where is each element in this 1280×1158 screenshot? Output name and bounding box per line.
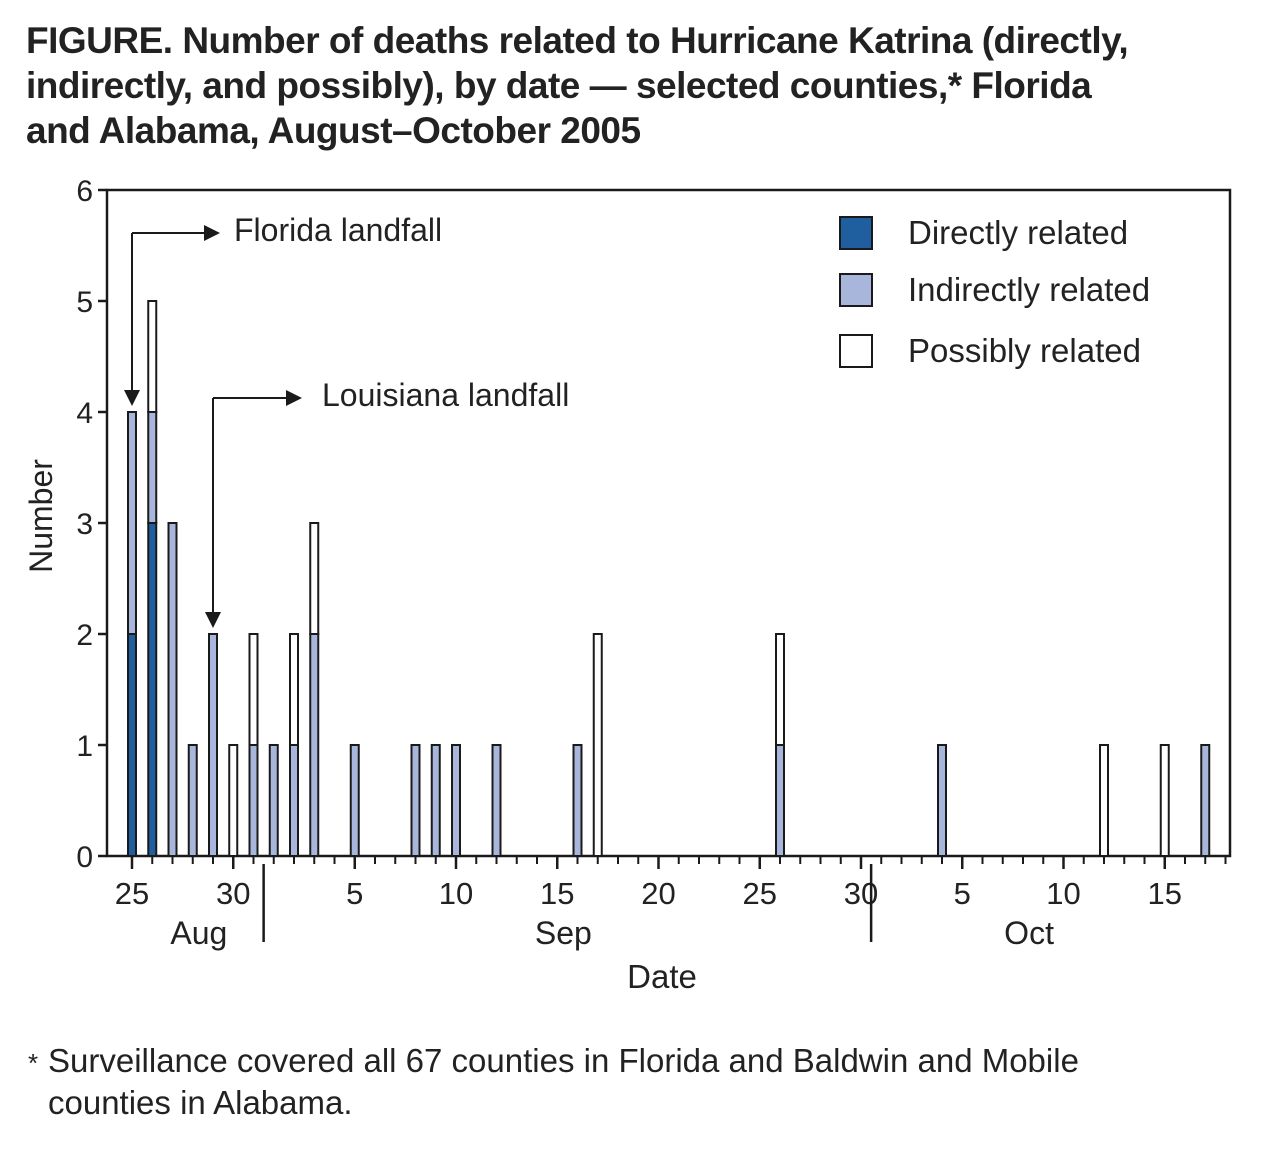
bar-segment-indirectly — [491, 744, 502, 857]
legend-label-indirectly: Indirectly related — [908, 271, 1150, 308]
bar-segment-indirectly — [289, 744, 299, 857]
x-tick-label: 15 — [540, 876, 574, 911]
bar-segment-indirectly — [248, 744, 259, 857]
footnote-mark: * — [28, 1048, 39, 1078]
annotations-group: Florida landfall Louisiana landfall — [124, 212, 569, 628]
title-line-3: and Alabama, August–October 2005 — [26, 110, 641, 151]
footnote-line-1: Surveillance covered all 67 counties in … — [48, 1042, 1079, 1079]
footnote-line-2: counties in Alabama. — [48, 1084, 353, 1121]
y-tick-label: 5 — [76, 286, 93, 319]
bar-segment-possibly — [228, 744, 239, 857]
bar-segment-indirectly — [451, 744, 461, 857]
footnote: * Surveillance covered all 67 counties i… — [28, 1040, 1248, 1124]
x-tick-label: 25 — [115, 876, 149, 911]
bar-segment-indirectly — [572, 744, 583, 857]
y-axis-title: Number — [23, 459, 59, 573]
x-tick-label: 30 — [216, 876, 250, 911]
x-tick-label: 15 — [1148, 876, 1182, 911]
legend-swatch-possibly — [839, 334, 873, 368]
bar-segment-possibly — [289, 633, 299, 746]
bar-segment-indirectly — [147, 411, 158, 524]
y-tick-label: 3 — [76, 508, 93, 541]
bar-segment-indirectly — [349, 744, 360, 857]
bar-segment-possibly — [147, 300, 158, 413]
y-tick-label: 4 — [76, 397, 93, 430]
legend: Directly related Indirectly related Possib… — [839, 214, 1150, 369]
bar-chart: 0 1 2 3 4 5 6 25 30 5 10 15 20 25 30 5 10 15 Aug Sep Oct Fl… — [23, 175, 1232, 995]
y-tick-label: 6 — [76, 175, 93, 208]
bar-segment-indirectly — [127, 411, 137, 635]
bar-segment-indirectly — [167, 522, 178, 857]
chart-title: FIGURE. Number of deaths related to Hurr… — [26, 18, 1256, 153]
bar-segment-possibly — [309, 522, 320, 635]
y-tick-label: 0 — [76, 841, 93, 874]
bar-segment-possibly — [1159, 744, 1170, 857]
bar-segment-indirectly — [187, 744, 198, 857]
legend-swatch-indirectly — [839, 273, 873, 307]
bar-segment-possibly — [592, 633, 603, 857]
legend-swatch-directly — [839, 216, 873, 250]
bars-group — [127, 300, 1211, 857]
title-line-2: indirectly, and possibly), by date — sel… — [26, 65, 1092, 106]
x-tick-label: 10 — [1046, 876, 1080, 911]
x-tick-label: 5 — [346, 876, 363, 911]
bar-segment-indirectly — [775, 744, 785, 857]
bar-segment-possibly — [1099, 744, 1109, 857]
bar-segment-indirectly — [208, 633, 218, 857]
bar-segment-indirectly — [1200, 744, 1211, 857]
bar-segment-possibly — [775, 633, 785, 746]
bar-segment-indirectly — [268, 744, 279, 857]
y-tick-label: 2 — [76, 619, 93, 652]
title-line-1: FIGURE. Number of deaths related to Hurr… — [26, 20, 1129, 61]
y-axis: 0 1 2 3 4 5 6 — [76, 175, 107, 874]
bar-segment-indirectly — [430, 744, 441, 857]
bar-segment-indirectly — [410, 744, 421, 857]
bar-segment-directly — [127, 633, 137, 857]
bar-segment-indirectly — [937, 744, 947, 857]
bar-segment-possibly — [248, 633, 259, 746]
x-tick-label: 5 — [954, 876, 971, 911]
month-label: Sep — [535, 915, 592, 951]
x-tick-label: 25 — [743, 876, 777, 911]
x-axis: 25 30 5 10 15 20 25 30 5 10 15 Aug Sep Oct — [115, 856, 1227, 951]
x-tick-label: 30 — [844, 876, 878, 911]
legend-label-directly: Directly related — [908, 214, 1128, 251]
x-tick-label: 20 — [641, 876, 675, 911]
legend-label-possibly: Possibly related — [908, 332, 1141, 369]
bar-segment-indirectly — [309, 633, 320, 857]
bar-segment-directly — [147, 522, 158, 857]
x-tick-label: 10 — [439, 876, 473, 911]
x-axis-title: Date — [627, 958, 697, 995]
annotation-label: Florida landfall — [234, 212, 442, 248]
annotation-label: Louisiana landfall — [322, 377, 569, 413]
y-tick-label: 1 — [76, 730, 93, 763]
month-label: Aug — [170, 915, 227, 951]
month-label: Oct — [1004, 915, 1054, 951]
